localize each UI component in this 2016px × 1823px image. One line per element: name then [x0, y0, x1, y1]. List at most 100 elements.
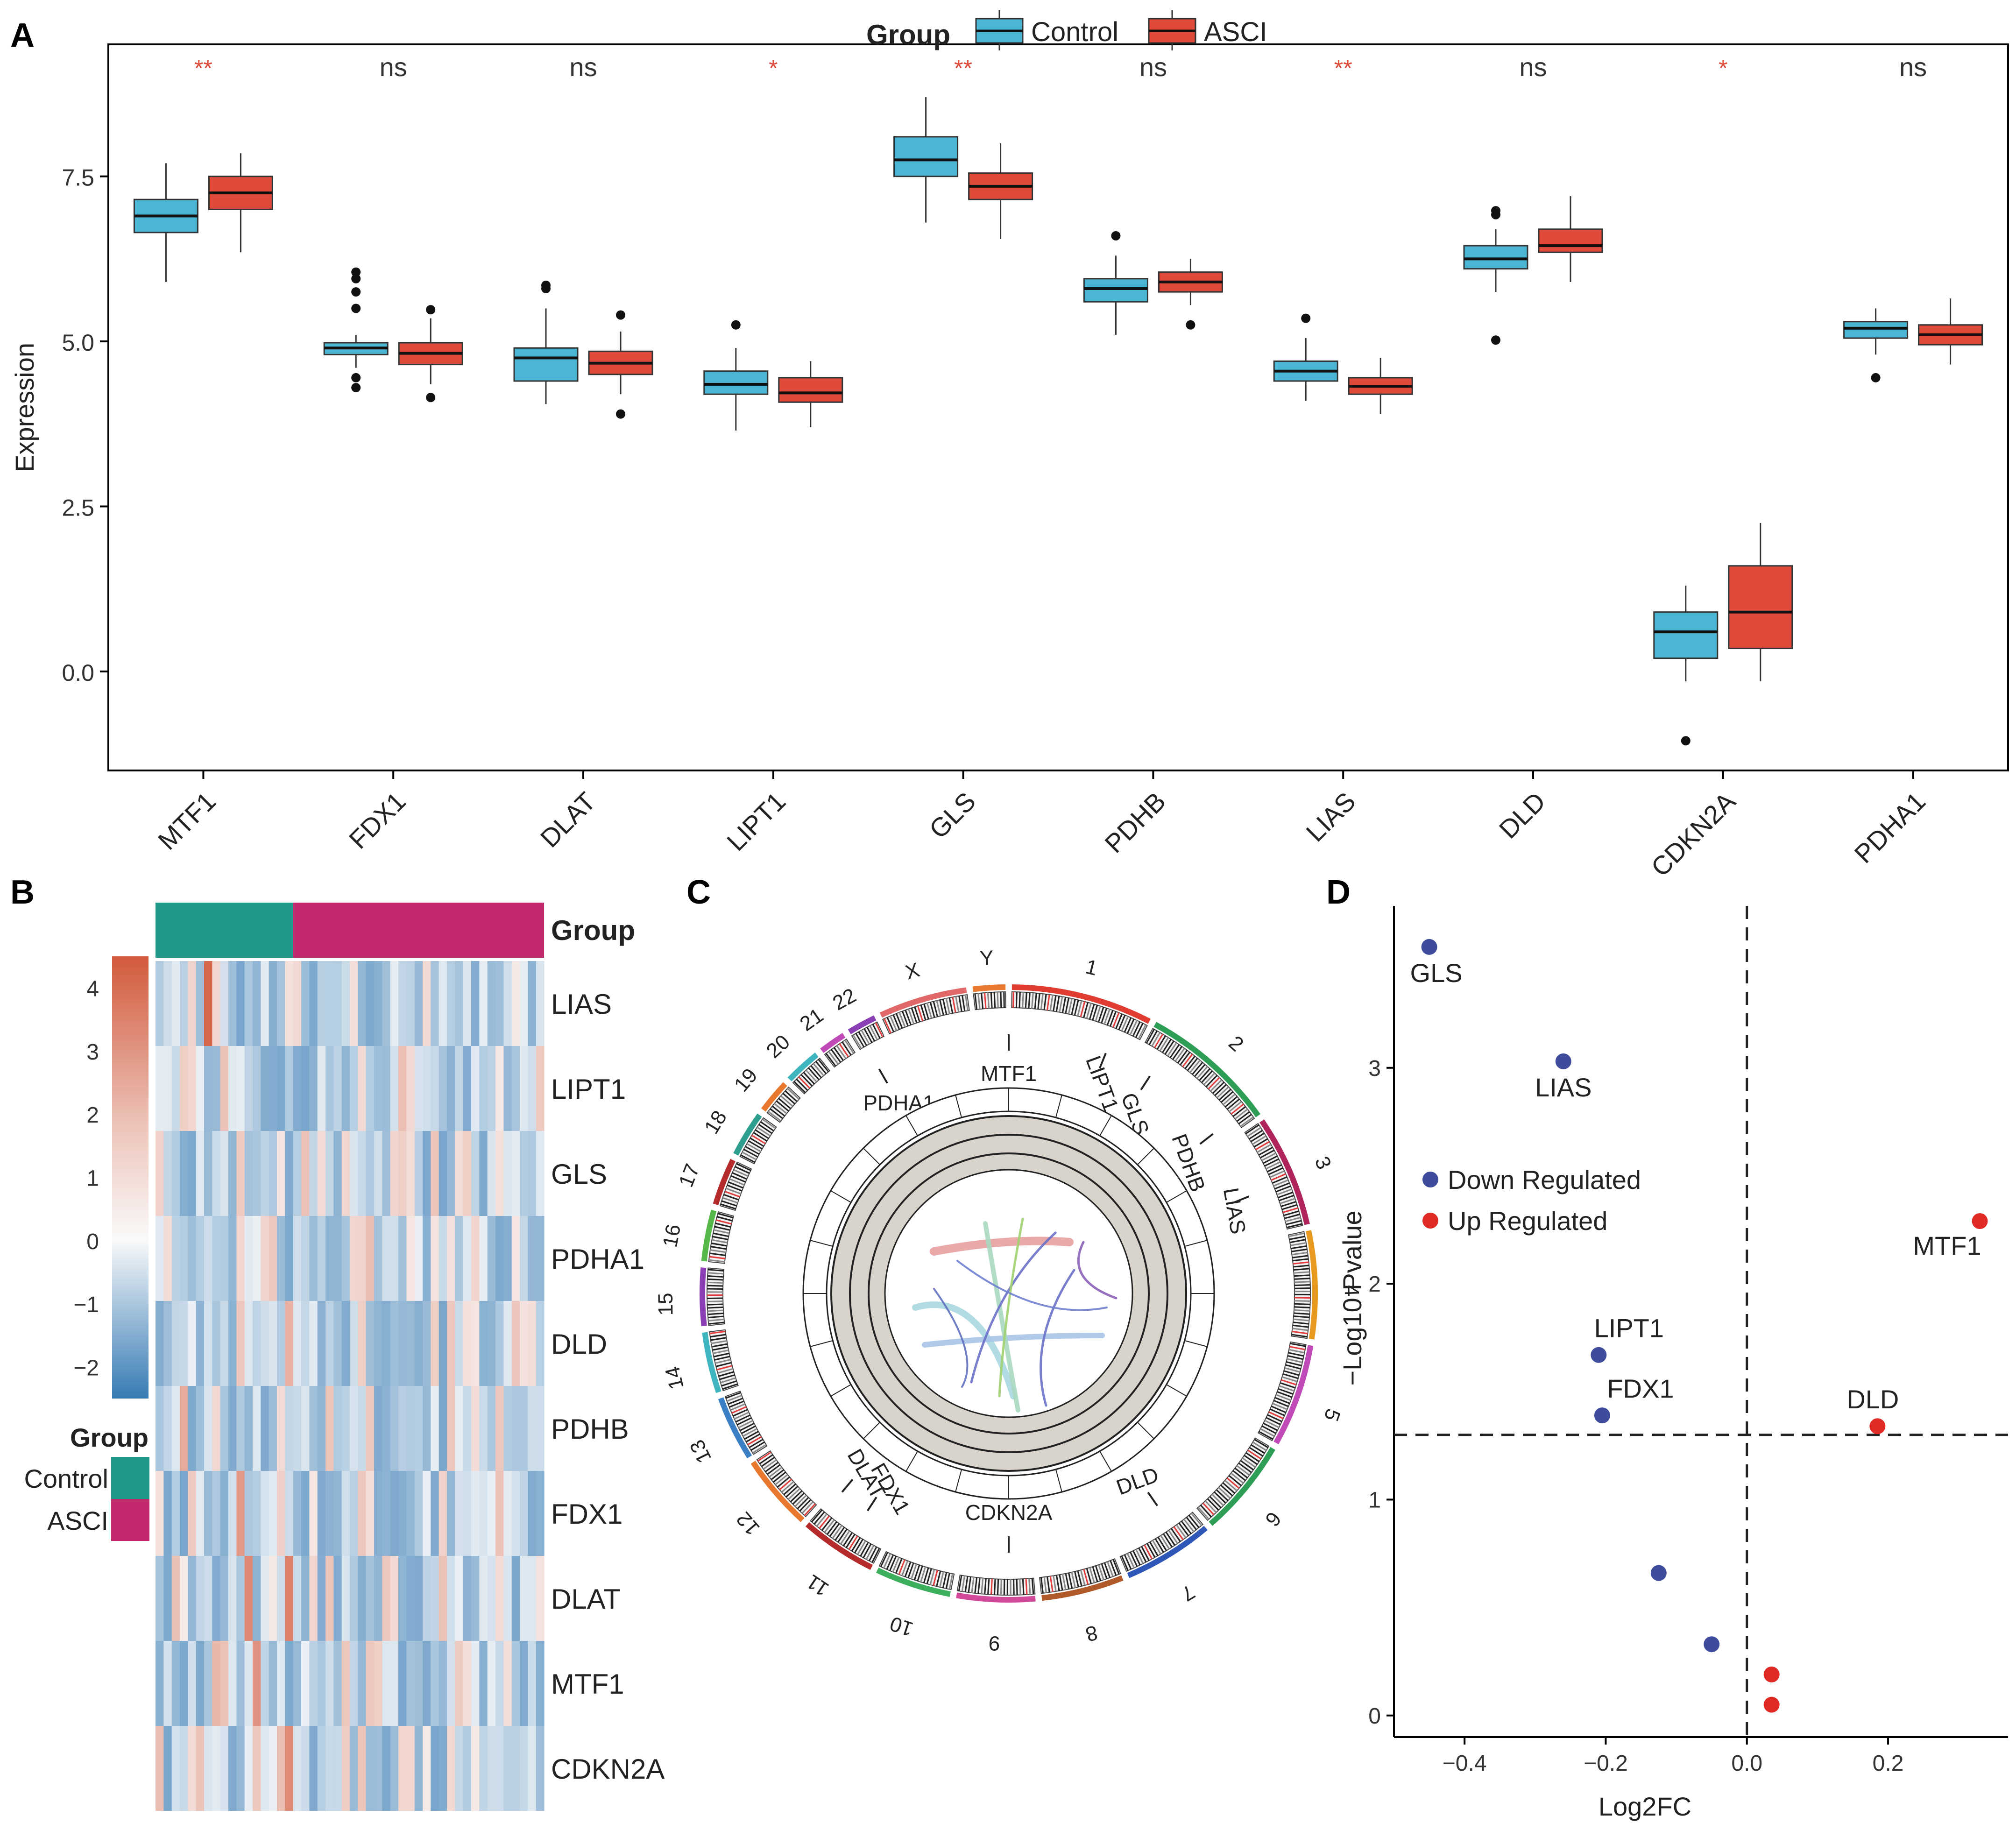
heatmap-cell — [511, 1386, 520, 1471]
heatmap-cell — [309, 1556, 318, 1641]
ideogram-band — [839, 1043, 849, 1058]
ideogram-band — [845, 1533, 856, 1548]
ideogram-band — [792, 1492, 805, 1505]
heatmap-cell — [325, 1726, 334, 1811]
ideogram-band — [1202, 1502, 1215, 1515]
heatmap-cell — [212, 1386, 221, 1471]
significance-label: ** — [194, 55, 212, 81]
track-divider — [955, 1095, 962, 1118]
heatmap-cell — [212, 961, 221, 1046]
ideogram-band — [1266, 1161, 1281, 1170]
chromosome-label: 15 — [654, 1293, 678, 1315]
ideogram-band — [1068, 998, 1073, 1014]
ideogram-band — [1260, 1428, 1275, 1437]
ideogram-band — [715, 1362, 732, 1367]
x-tick-label: MTF1 — [152, 786, 221, 855]
heatmap-cell — [382, 1131, 391, 1216]
ideogram-band — [1149, 1541, 1159, 1556]
heatmap-cell — [163, 1046, 172, 1131]
heatmap-cell — [333, 1131, 342, 1216]
heatmap-cell — [358, 1641, 367, 1726]
heatmap-cell — [487, 1046, 496, 1131]
ideogram-band — [869, 1025, 878, 1040]
ideogram-band — [783, 1483, 796, 1495]
heatmap-cell — [487, 1471, 496, 1556]
ideogram-band — [707, 1294, 723, 1296]
circos-link — [970, 1231, 1057, 1384]
ideogram-band — [948, 1573, 954, 1590]
chromosome-label: 1 — [1083, 955, 1100, 980]
ideogram-band — [914, 1006, 920, 1022]
heatmap-cell — [333, 1046, 342, 1131]
heatmap-cell — [511, 1131, 520, 1216]
ideogram-band — [1146, 1543, 1156, 1558]
ideogram-band — [952, 996, 956, 1013]
heatmap-cell — [341, 1471, 350, 1556]
heatmap-cell — [495, 1641, 504, 1726]
heatmap-cell — [156, 1301, 164, 1386]
heatmap-cell — [341, 1131, 350, 1216]
ideogram-band — [1242, 1457, 1256, 1468]
ideogram-band — [775, 1474, 788, 1485]
x-tick-label: −0.4 — [1443, 1751, 1487, 1776]
outlier-point — [1491, 335, 1500, 345]
ideogram-band — [1220, 1484, 1233, 1497]
ideogram-band — [707, 1307, 723, 1309]
ideogram-band — [711, 1343, 728, 1348]
ideogram-band — [713, 1232, 729, 1237]
heatmap-cell — [536, 1386, 545, 1471]
heatmap-cell — [163, 1556, 172, 1641]
ideogram-band — [1148, 1030, 1158, 1045]
ideogram-band — [1037, 993, 1040, 1010]
box-asci-PDHA1 — [1918, 298, 1983, 365]
heatmap-row-MTF1 — [156, 1641, 545, 1726]
ideogram-band — [712, 1236, 729, 1241]
ideogram-band — [815, 1061, 827, 1074]
ideogram-band — [1106, 1010, 1114, 1026]
ideogram-band — [929, 1569, 935, 1585]
ideogram-band — [781, 1481, 794, 1493]
heatmap-cell — [390, 1386, 399, 1471]
ideogram-band — [1284, 1213, 1300, 1219]
heatmap-cell — [277, 1301, 285, 1386]
heatmap-cell — [204, 1471, 212, 1556]
ideogram-band — [983, 992, 987, 1009]
ideogram-band — [1103, 1009, 1111, 1025]
ideogram-band — [707, 1297, 723, 1300]
ideogram-band — [725, 1187, 741, 1195]
significance-label: ns — [569, 52, 597, 82]
ideogram-band — [1118, 1015, 1126, 1030]
heatmap-cell — [196, 1301, 205, 1386]
ideogram-band — [707, 1309, 724, 1312]
ideogram-band — [1214, 1491, 1226, 1504]
heatmap-cell — [382, 1556, 391, 1641]
ideogram-band — [755, 1129, 769, 1139]
heatmap-cell — [277, 1046, 285, 1131]
ideogram-band — [1289, 1346, 1306, 1350]
ideogram-band — [793, 1081, 806, 1093]
ideogram-band — [836, 1045, 847, 1060]
heatmap-cell — [536, 1046, 545, 1131]
box-body — [1843, 321, 1909, 339]
heatmap-cell — [536, 1131, 545, 1216]
heatmap-cell — [325, 1386, 334, 1471]
panel-d-label: D — [1326, 874, 1351, 911]
ideogram-band — [1267, 1164, 1282, 1173]
gene-label: LIAS — [1219, 1186, 1251, 1236]
heatmap-cell — [374, 1216, 382, 1301]
ideogram-band — [722, 1197, 738, 1204]
heatmap-cell — [463, 1641, 472, 1726]
ideogram-band — [1268, 1167, 1284, 1175]
heatmap-cell — [277, 1471, 285, 1556]
ideogram-band — [1257, 1144, 1272, 1153]
heatmap-cell — [382, 961, 391, 1046]
heatmap-cell — [220, 1726, 229, 1811]
ideogram-band — [720, 1203, 736, 1210]
point-label: DLD — [1846, 1385, 1899, 1414]
heatmap-cell — [439, 1726, 447, 1811]
ideogram-band — [779, 1478, 792, 1491]
heatmap-cell — [253, 1471, 261, 1556]
ideogram-band — [723, 1194, 739, 1201]
ideogram-band — [1053, 995, 1057, 1011]
ideogram-band — [760, 1121, 774, 1131]
